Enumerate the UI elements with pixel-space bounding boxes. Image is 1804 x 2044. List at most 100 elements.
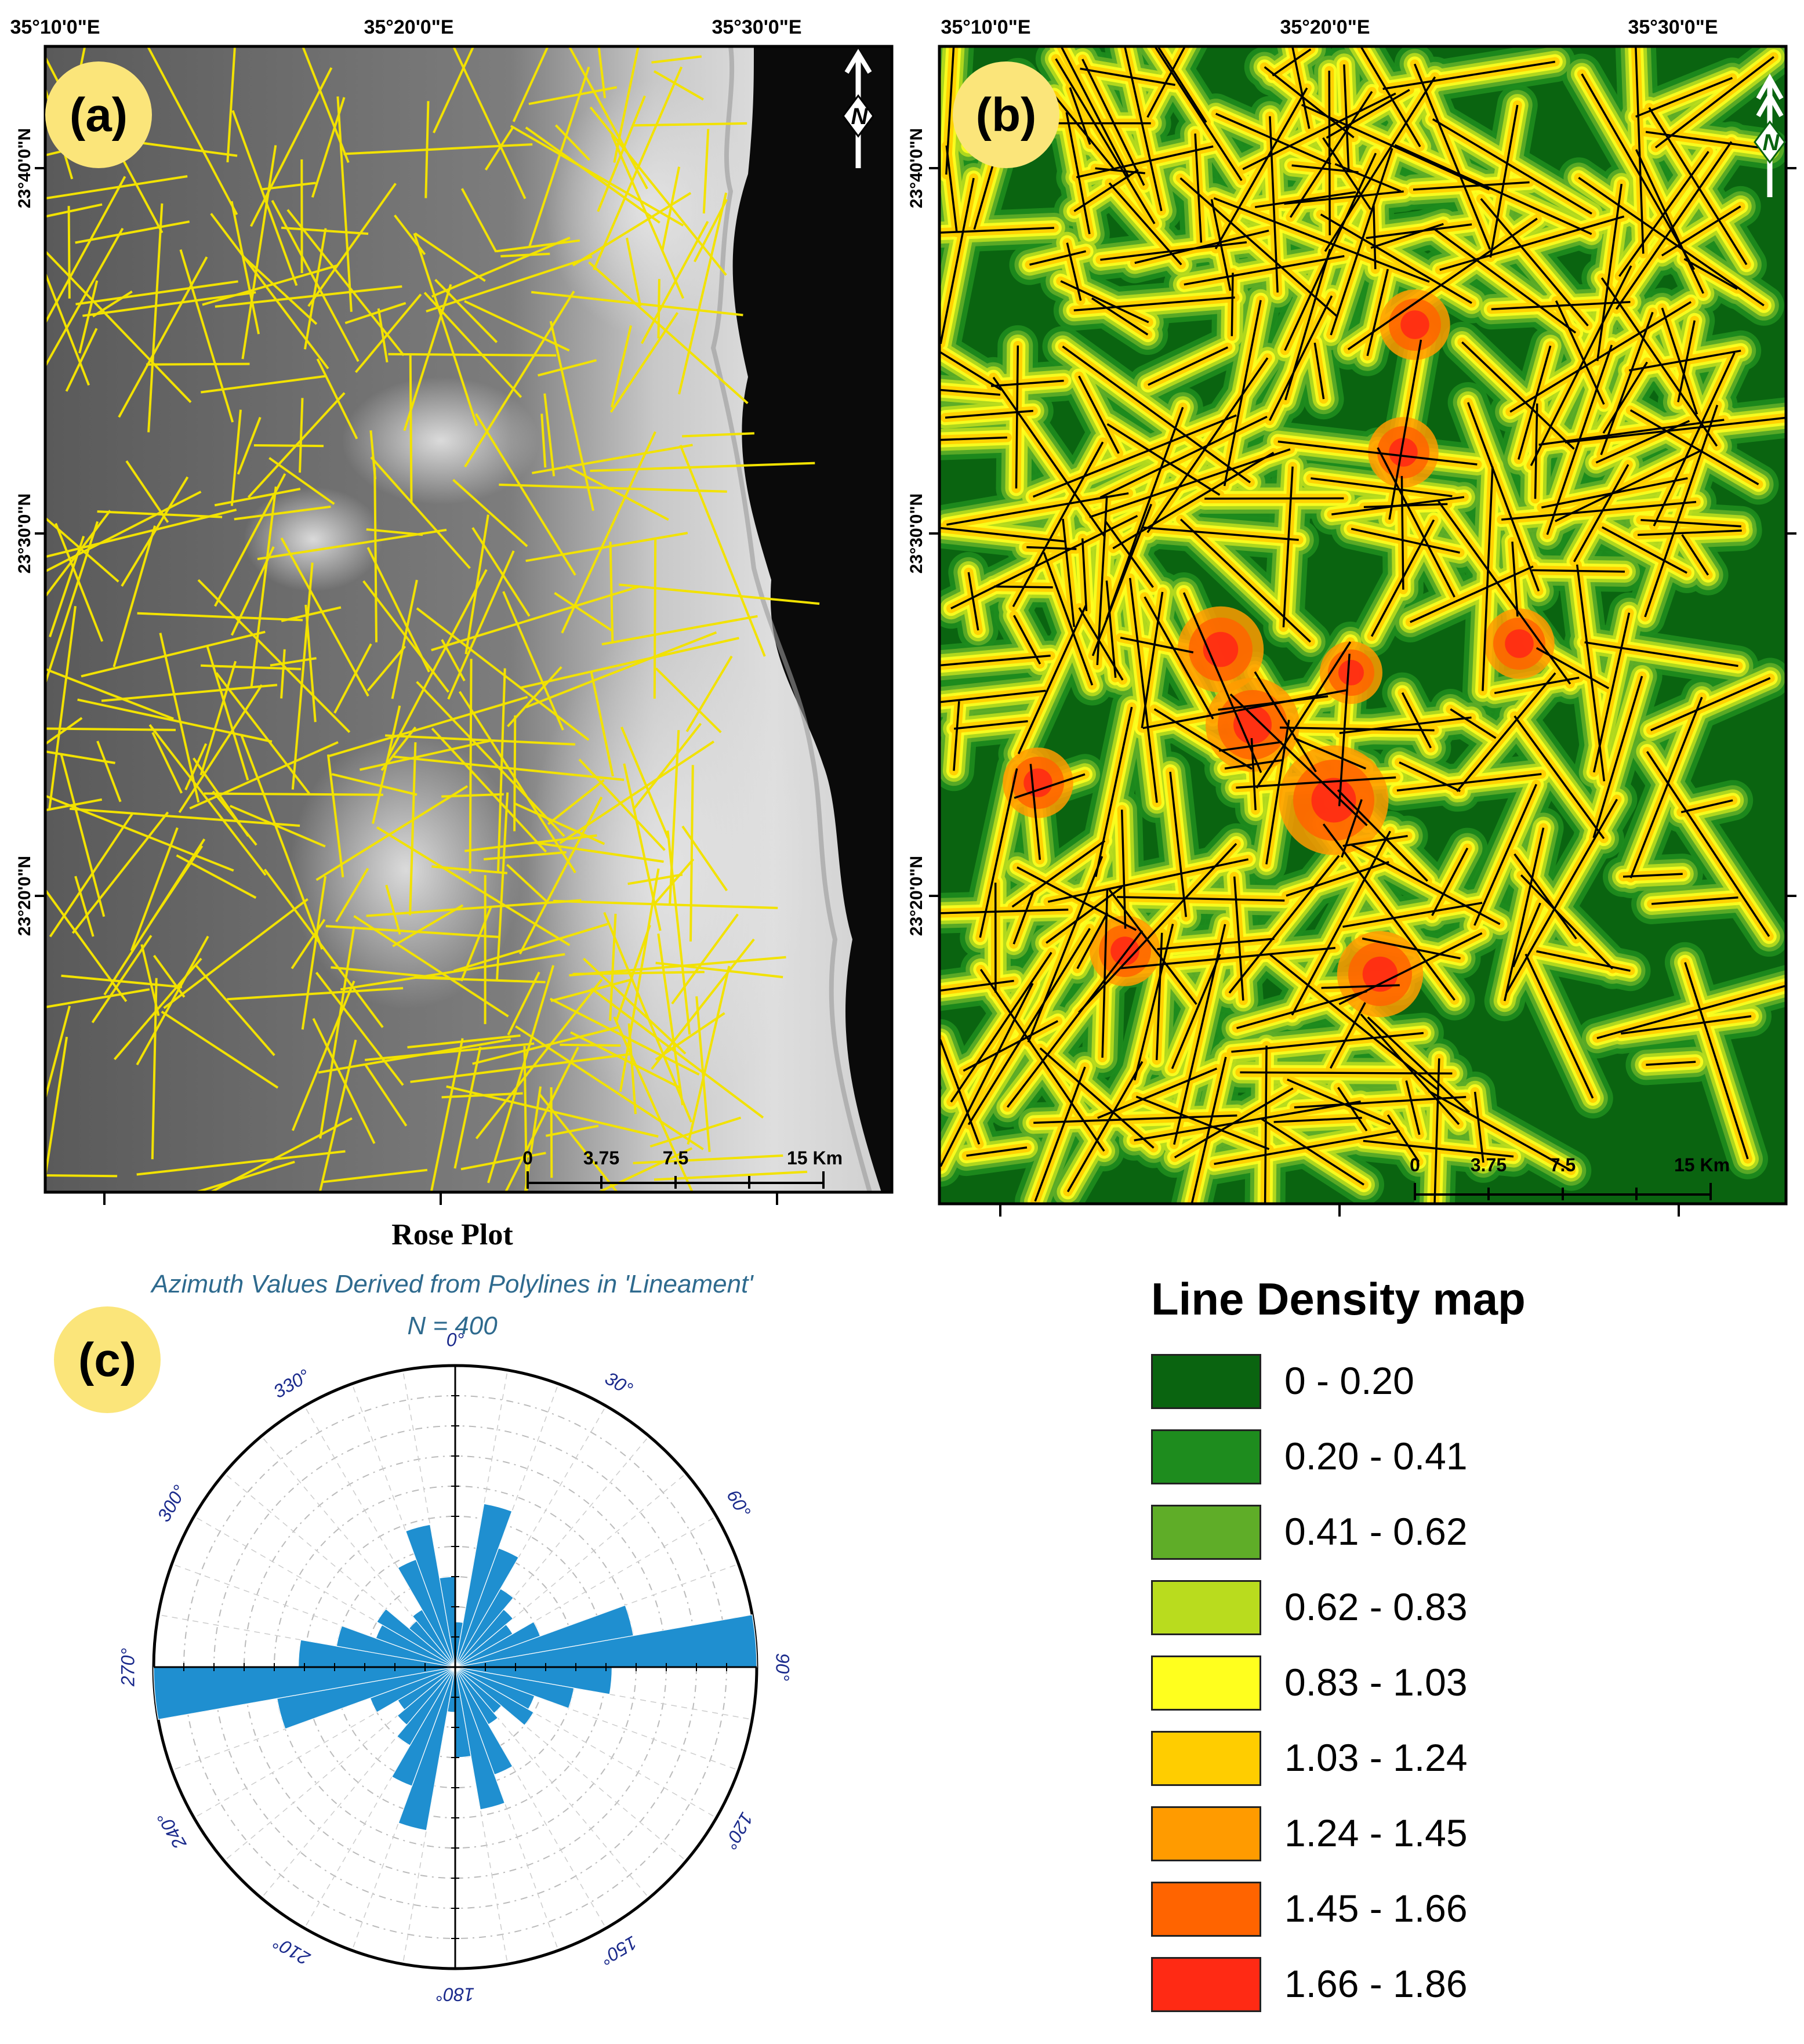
lineament: [1602, 361, 1648, 434]
lineament: [263, 869, 384, 1028]
lineament: [392, 904, 464, 947]
lineament: [1382, 60, 1556, 90]
legend-swatch: [1151, 1957, 1261, 2012]
lineament: [1120, 947, 1336, 970]
lineament: [146, 362, 250, 366]
lineament: [237, 416, 262, 475]
lineament: [632, 723, 702, 811]
lineament: [1370, 519, 1435, 637]
lineament: [506, 863, 548, 903]
north-arrow-icon: N: [842, 49, 874, 168]
lineament: [153, 954, 186, 998]
lineament: [627, 873, 683, 885]
lineament: [1482, 466, 1494, 691]
lineament: [230, 409, 242, 506]
lineament: [620, 727, 669, 838]
lineament: [1681, 534, 1709, 576]
lineament: [1143, 526, 1299, 541]
lineament: [45, 1036, 68, 1185]
lineament: [280, 649, 286, 699]
lineament: [1322, 823, 1455, 1001]
lineament: [1513, 715, 1605, 840]
lineament: [1124, 47, 1163, 212]
lineament: [1629, 696, 1703, 878]
lineament: [230, 804, 326, 848]
lineament: [950, 952, 1052, 1103]
lineament: [1006, 930, 1144, 1108]
lineament: [1410, 565, 1534, 623]
lineament: [1214, 1130, 1400, 1166]
lineament: [206, 645, 249, 781]
lineament: [1231, 273, 1234, 336]
lineament: [657, 933, 684, 1106]
rose-angle-label: 60°: [723, 1486, 754, 1521]
lineament: [1046, 886, 1123, 944]
lineament: [45, 491, 202, 573]
lineament: [230, 201, 260, 335]
lineament: [1169, 771, 1188, 917]
lineament: [291, 562, 314, 790]
lineament: [343, 143, 533, 155]
lineament: [939, 983, 1034, 1167]
lineament: [1503, 827, 1545, 1001]
lineament: [572, 971, 705, 975]
lineament: [939, 1039, 981, 1145]
scale-label: 7.5: [663, 1148, 688, 1168]
rose-angle-label: 90°: [772, 1653, 793, 1682]
lineament: [1254, 191, 1356, 208]
rose-subtitle: Azimuth Values Derived from Polylines in…: [151, 1270, 753, 1298]
lineament: [1264, 66, 1355, 139]
lineament: [353, 915, 509, 1018]
lineament: [1644, 404, 1719, 618]
lineament: [954, 720, 1028, 730]
lineament: [1284, 190, 1404, 205]
lineament: [950, 515, 1138, 609]
lineament: [1322, 137, 1372, 210]
lineament: [678, 193, 728, 395]
panel-a-label: (a): [70, 89, 128, 141]
lineament: [1628, 350, 1741, 372]
north-arrow-icon: N: [1754, 73, 1786, 197]
lineament: [299, 398, 304, 473]
lineament: [682, 432, 754, 438]
lineament: [45, 727, 176, 731]
lineament: [1076, 145, 1214, 179]
lineament: [1396, 773, 1542, 792]
rose-petal: [376, 1608, 456, 1668]
rose-axes: [154, 1366, 757, 1969]
lineament: [1014, 773, 1086, 799]
lineament: [1279, 727, 1435, 732]
lineament: [1194, 133, 1203, 243]
lineament: [514, 803, 605, 845]
lineament: [528, 86, 618, 106]
lineament: [953, 701, 960, 771]
lineament: [590, 670, 614, 777]
rose-petal: [455, 1588, 514, 1668]
lineament: [979, 768, 1018, 938]
lineament: [633, 1154, 783, 1164]
panel-c-rose-plot: (c) 0° 30° 60° 90° 120° 150° 180° 210° 240° 270° 3…: [54, 1306, 793, 2005]
lineament: [197, 579, 351, 734]
lineament: [45, 227, 124, 369]
lineament: [1329, 1002, 1366, 1069]
lineament: [1648, 107, 1748, 266]
lineament: [1680, 799, 1733, 814]
lineament: [671, 913, 739, 1005]
lineament: [112, 525, 157, 667]
lineament: [1269, 954, 1440, 1092]
lineament: [590, 462, 815, 472]
lineament: [231, 110, 298, 286]
lineament: [1013, 615, 1041, 665]
lineament: [1341, 799, 1363, 858]
lineament: [1060, 280, 1149, 324]
lineament: [286, 209, 405, 357]
lineament: [593, 66, 683, 271]
lineament: [523, 1045, 528, 1192]
lineament: [1080, 67, 1175, 86]
lineament: [1029, 764, 1041, 860]
lineament: [146, 46, 238, 215]
lineament: [257, 528, 447, 561]
legend-swatch: [1151, 1655, 1261, 1711]
lineament: [1066, 242, 1082, 301]
